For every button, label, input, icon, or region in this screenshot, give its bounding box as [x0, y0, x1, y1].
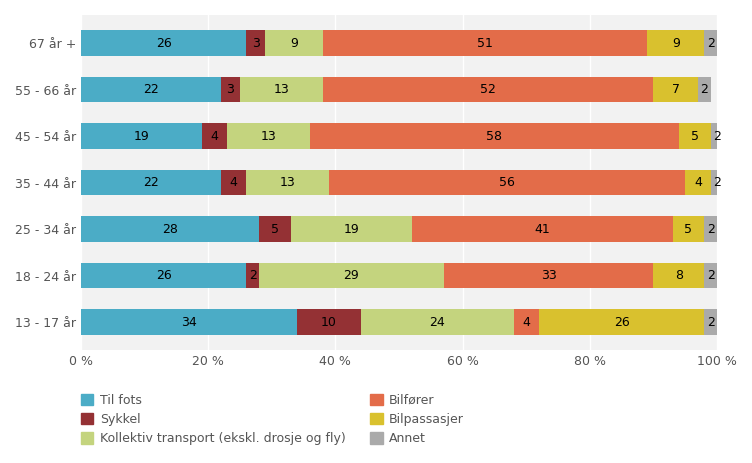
Text: 56: 56	[499, 176, 515, 189]
Bar	[361, 309, 514, 335]
Text: 9: 9	[672, 37, 680, 50]
Text: 2: 2	[713, 176, 721, 189]
Bar	[705, 263, 717, 288]
Text: 13: 13	[280, 176, 296, 189]
Text: 4: 4	[229, 176, 238, 189]
Bar	[647, 30, 705, 56]
Text: 2: 2	[707, 269, 714, 282]
Bar	[259, 216, 291, 242]
Text: 5: 5	[684, 223, 693, 236]
Bar	[221, 170, 247, 195]
Text: 19: 19	[134, 130, 150, 143]
Text: 4: 4	[211, 130, 219, 143]
Bar	[672, 216, 705, 242]
Bar	[81, 123, 202, 149]
Text: 28: 28	[162, 223, 178, 236]
Text: 4: 4	[694, 176, 702, 189]
Text: 3: 3	[252, 37, 260, 50]
Bar	[297, 309, 361, 335]
Text: 5: 5	[271, 223, 279, 236]
Text: 3: 3	[226, 83, 235, 96]
Bar	[653, 263, 705, 288]
Text: 26: 26	[614, 316, 629, 329]
Bar	[698, 77, 711, 102]
Text: 2: 2	[707, 223, 714, 236]
Text: 33: 33	[541, 269, 556, 282]
Text: 2: 2	[713, 130, 721, 143]
Bar	[323, 77, 653, 102]
Bar	[247, 170, 329, 195]
Bar	[81, 309, 297, 335]
Text: 10: 10	[321, 316, 337, 329]
Bar	[310, 123, 679, 149]
Bar	[265, 30, 323, 56]
Text: 7: 7	[672, 83, 680, 96]
Bar	[705, 309, 717, 335]
Text: 24: 24	[429, 316, 445, 329]
Bar	[81, 263, 247, 288]
Bar	[323, 30, 647, 56]
Bar	[81, 77, 221, 102]
Text: 13: 13	[261, 130, 277, 143]
Bar	[685, 170, 711, 195]
Text: 9: 9	[290, 37, 298, 50]
Text: 2: 2	[700, 83, 708, 96]
Legend: Til fots, Sykkel, Kollektiv transport (ekskl. drosje og fly), Bilfører, Bilpassa: Til fots, Sykkel, Kollektiv transport (e…	[81, 394, 464, 445]
Bar	[705, 216, 717, 242]
Text: 22: 22	[143, 83, 159, 96]
Bar	[653, 77, 698, 102]
Text: 22: 22	[143, 176, 159, 189]
Text: 51: 51	[477, 37, 493, 50]
Text: 2: 2	[707, 316, 714, 329]
Bar	[679, 123, 711, 149]
Bar	[711, 123, 723, 149]
Bar	[444, 263, 653, 288]
Bar	[81, 30, 247, 56]
Bar	[291, 216, 412, 242]
Text: 29: 29	[344, 269, 359, 282]
Bar	[329, 170, 685, 195]
Bar	[240, 77, 323, 102]
Text: 34: 34	[181, 316, 197, 329]
Text: 2: 2	[707, 37, 714, 50]
Bar	[705, 30, 717, 56]
Bar	[711, 170, 723, 195]
Bar	[514, 309, 539, 335]
Bar	[202, 123, 227, 149]
Text: 8: 8	[675, 269, 683, 282]
Text: 13: 13	[274, 83, 290, 96]
Bar	[227, 123, 310, 149]
Bar	[412, 216, 672, 242]
Bar	[539, 309, 705, 335]
Bar	[259, 263, 444, 288]
Bar	[81, 170, 221, 195]
Text: 52: 52	[480, 83, 496, 96]
Bar	[81, 216, 259, 242]
Text: 5: 5	[691, 130, 699, 143]
Text: 4: 4	[523, 316, 530, 329]
Text: 26: 26	[156, 37, 171, 50]
Text: 2: 2	[249, 269, 256, 282]
Text: 19: 19	[344, 223, 359, 236]
Text: 58: 58	[487, 130, 502, 143]
Bar	[247, 30, 265, 56]
Bar	[247, 263, 259, 288]
Bar	[221, 77, 240, 102]
Text: 26: 26	[156, 269, 171, 282]
Text: 41: 41	[534, 223, 550, 236]
